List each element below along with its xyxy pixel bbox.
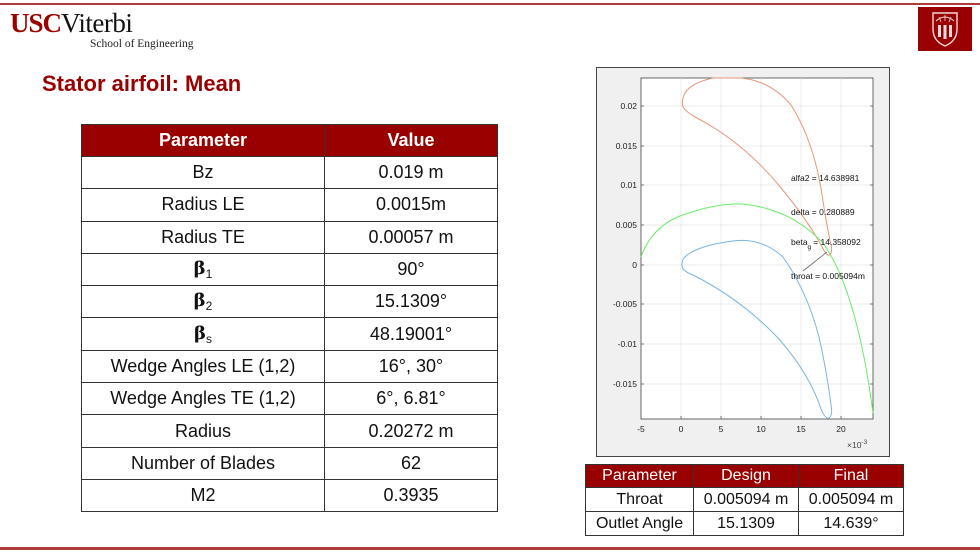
- svg-text:20: 20: [836, 424, 846, 434]
- header-final: Final: [798, 464, 904, 488]
- table-row: Wedge Angles LE (1,2) 16°, 30°: [81, 349, 498, 384]
- svg-text:0.005: 0.005: [616, 220, 638, 230]
- table-row: Outlet Angle 15.1309 14.639°: [584, 511, 904, 536]
- value-cell: 90°: [324, 252, 498, 287]
- table-row: β2 15.1309°: [81, 285, 498, 319]
- table-row: Bz 0.019 m: [81, 155, 498, 190]
- beta-g-sub: g: [808, 244, 812, 251]
- param-cell: Wedge Angles TE (1,2): [81, 382, 325, 416]
- delta-annotation: delta = 0.280889: [791, 207, 855, 217]
- svg-text:-0.015: -0.015: [613, 379, 637, 389]
- svg-text:0.015: 0.015: [616, 141, 638, 151]
- logo-usc: USC: [10, 8, 62, 38]
- param-cell: Radius LE: [81, 188, 325, 222]
- beta-subscript: s: [205, 331, 212, 346]
- param-cell: Bz: [81, 155, 325, 190]
- svg-text:5: 5: [719, 424, 724, 434]
- header-parameter: Parameter: [81, 124, 325, 157]
- value-cell: 6°, 6.81°: [324, 382, 498, 416]
- page-title: Stator airfoil: Mean: [42, 71, 242, 96]
- lower-blade-curve: [681, 239, 833, 419]
- logo-viterbi: Viterbi: [61, 8, 133, 38]
- svg-text:15: 15: [796, 424, 806, 434]
- beta-subscript: 1: [205, 267, 213, 282]
- table-row: M2 0.3935: [81, 478, 498, 513]
- param-cell: βs: [81, 317, 325, 351]
- beta-g-value: = 14.358092: [813, 237, 861, 247]
- param-cell: β2: [81, 285, 325, 319]
- svg-text:0: 0: [632, 260, 637, 270]
- table-row: Radius 0.20272 m: [81, 414, 498, 448]
- param-cell: Outlet Angle: [584, 511, 695, 536]
- design-cell: 0.005094 m: [693, 487, 800, 512]
- table-row: Radius TE 0.00057 m: [81, 220, 498, 254]
- airfoil-plot: alfa2 = 14.638981 delta = 0.280889 betag…: [596, 67, 890, 457]
- value-cell: 0.3935: [324, 478, 498, 513]
- param-cell: Radius: [81, 414, 325, 448]
- camber-arc-curve: [640, 203, 874, 414]
- value-cell: 48.19001°: [324, 317, 498, 351]
- usc-seal-icon: [918, 7, 972, 51]
- final-cell: 0.005094 m: [798, 487, 904, 512]
- y-axis-labels: 0.02 0.015 0.01 0.005 0 -0.005 -0.01 -0.…: [613, 101, 637, 389]
- table-row: Number of Blades 62: [81, 446, 498, 480]
- table-row: Throat 0.005094 m 0.005094 m: [584, 487, 904, 512]
- value-cell: 62: [324, 446, 498, 480]
- value-cell: 0.019 m: [324, 155, 498, 190]
- beta-symbol: β: [193, 290, 206, 312]
- upper-blade-curve: [681, 77, 833, 256]
- table-row: β1 90°: [81, 252, 498, 287]
- svg-text:0.01: 0.01: [620, 180, 637, 190]
- logo-school: School of Engineering: [90, 38, 194, 50]
- grid-lines: [641, 78, 873, 419]
- svg-text:10: 10: [756, 424, 766, 434]
- design-cell: 15.1309: [693, 511, 800, 536]
- param-cell: M2: [81, 478, 325, 513]
- value-cell: 0.20272 m: [324, 414, 498, 448]
- beta-symbol: β: [193, 258, 206, 280]
- svg-text:-5: -5: [637, 424, 645, 434]
- header-design: Design: [693, 464, 800, 488]
- beta-symbol: β: [194, 322, 206, 344]
- beta-g-prefix: beta: [791, 237, 808, 247]
- usc-viterbi-logo: USCViterbi School of Engineering: [10, 8, 193, 50]
- value-cell: 15.1309°: [324, 285, 498, 319]
- x-exponent-label: ×10-3: [847, 439, 868, 450]
- table-row: βs 48.19001°: [81, 317, 498, 351]
- svg-text:0.02: 0.02: [620, 101, 637, 111]
- param-cell: Radius TE: [81, 220, 325, 254]
- value-cell: 0.00057 m: [324, 220, 498, 254]
- svg-text:-0.01: -0.01: [618, 339, 638, 349]
- beta-subscript: 2: [205, 299, 213, 314]
- header-value: Value: [324, 124, 498, 157]
- value-cell: 0.0015m: [324, 188, 498, 222]
- param-cell: Wedge Angles LE (1,2): [81, 349, 325, 384]
- bottom-rule: [0, 547, 980, 550]
- param-cell: β1: [81, 252, 325, 287]
- svg-text:-0.005: -0.005: [613, 299, 637, 309]
- table-row: Wedge Angles TE (1,2) 6°, 6.81°: [81, 382, 498, 416]
- table-row: Radius LE 0.0015m: [81, 188, 498, 222]
- x-axis-labels: -5 0 5 10 15 20: [637, 424, 846, 434]
- table-header-row: Parameter Design Final: [584, 464, 904, 488]
- plot-axes: [640, 77, 874, 420]
- header-parameter: Parameter: [584, 464, 695, 488]
- alfa2-annotation: alfa2 = 14.638981: [791, 173, 860, 183]
- table-header-row: Parameter Value: [81, 124, 498, 157]
- throat-line: [802, 251, 828, 272]
- final-cell: 14.639°: [798, 511, 904, 536]
- top-rule: [0, 3, 980, 5]
- param-cell: Throat: [584, 487, 695, 512]
- throat-comparison-table: Parameter Design Final Throat 0.005094 m…: [584, 464, 904, 536]
- parameter-table: Parameter Value Bz 0.019 m Radius LE 0.0…: [81, 124, 498, 513]
- param-cell: Number of Blades: [81, 446, 325, 480]
- beta-g-annotation: betag= 14.358092: [791, 237, 861, 251]
- throat-annotation: throat = 0.005094m: [791, 271, 865, 281]
- value-cell: 16°, 30°: [324, 349, 498, 384]
- svg-text:0: 0: [679, 424, 684, 434]
